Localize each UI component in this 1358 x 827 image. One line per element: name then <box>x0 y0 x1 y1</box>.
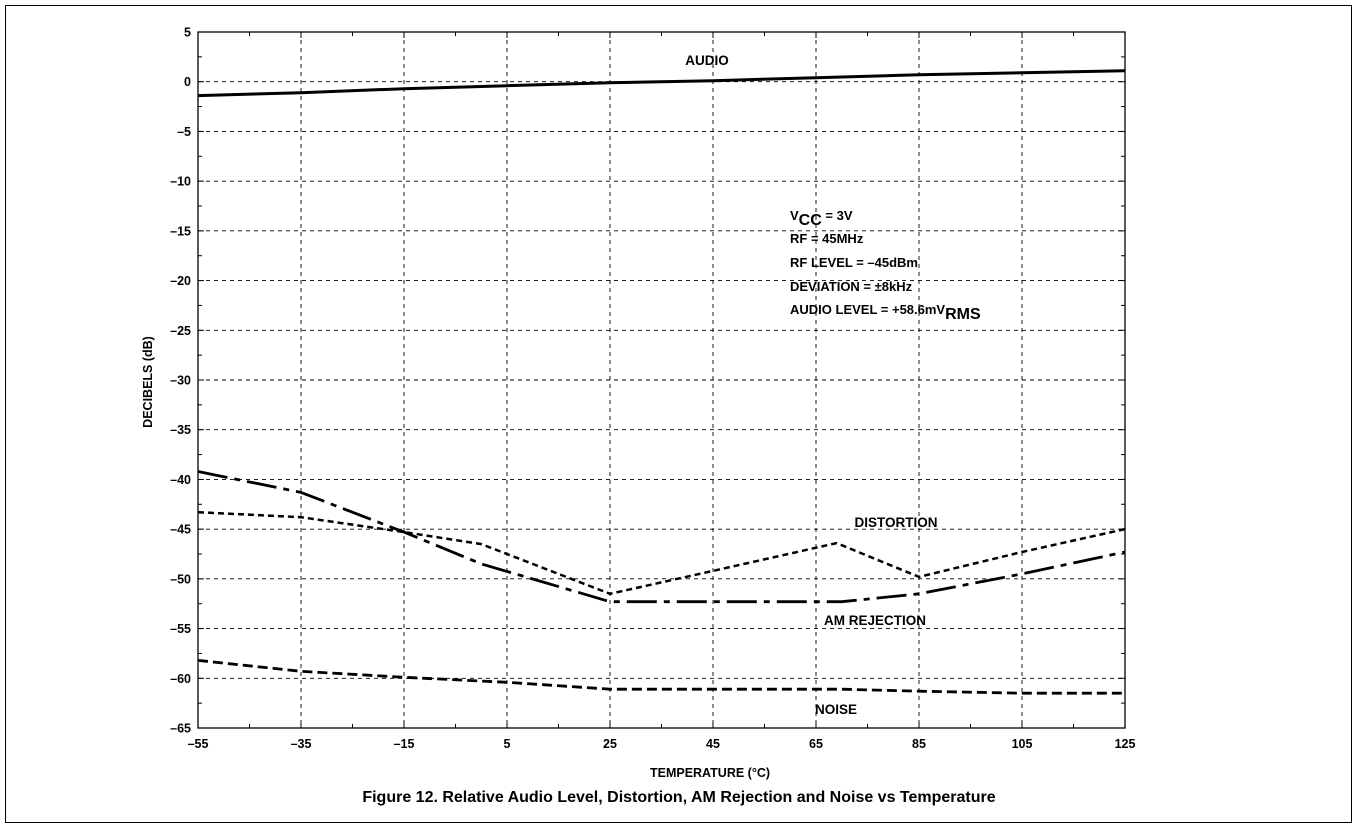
condition-audio-level: AUDIO LEVEL = +58.6mVRMS <box>790 302 981 323</box>
audio-level-value: AUDIO LEVEL = +58.6mV <box>790 302 945 317</box>
x-tick-label: 85 <box>912 737 926 751</box>
y-tick-label: –35 <box>170 423 191 437</box>
y-tick-label: –40 <box>170 473 191 487</box>
series-line-audio <box>197 69 1126 98</box>
grid <box>198 32 1125 728</box>
vcc-symbol: V <box>790 208 799 223</box>
vcc-value: = 3V <box>822 208 853 223</box>
x-axis-title: TEMPERATURE (°C) <box>650 766 770 780</box>
figure-frame <box>5 5 1352 823</box>
y-tick-label: –45 <box>170 523 191 537</box>
y-axis-title: DECIBELS (dB) <box>141 336 155 428</box>
y-tick-label: –10 <box>170 175 191 189</box>
x-tick-label: 125 <box>1115 737 1136 751</box>
y-tick-label: –25 <box>170 324 191 338</box>
series-line-distortion <box>197 510 1126 596</box>
condition-rf-level: RF LEVEL = –45dBm <box>790 255 918 270</box>
condition-rf: RF = 45MHz <box>790 231 864 246</box>
series-lines <box>197 69 1126 695</box>
audio-level-subscript: RMS <box>945 306 981 323</box>
y-tick-label: –65 <box>170 722 191 736</box>
y-tick-label: –30 <box>170 374 191 388</box>
condition-vcc: VCC = 3V <box>790 208 853 229</box>
x-tick-label: –55 <box>188 737 209 751</box>
y-tick-label: 0 <box>184 75 191 89</box>
y-tick-label: –55 <box>170 622 191 636</box>
series-label-am-rejection: AM REJECTION <box>824 613 926 628</box>
x-tick-label: –15 <box>394 737 415 751</box>
chart-svg: –55 –35 –15 5 25 45 65 85 105 125 5 0 –5 –10 –15 –20 –2… <box>141 26 1136 781</box>
x-tick-label: 65 <box>809 737 823 751</box>
x-tick-labels: –55 –35 –15 5 25 45 65 85 105 125 <box>188 737 1136 751</box>
y-tick-label: 5 <box>184 26 191 40</box>
series-line-am-rejection <box>197 470 1126 604</box>
x-tick-label: 5 <box>504 737 511 751</box>
y-tick-label: –20 <box>170 274 191 288</box>
series-line-noise <box>197 659 1125 695</box>
y-tick-label: –60 <box>170 672 191 686</box>
y-tick-label: –15 <box>170 224 191 238</box>
series-label-audio: AUDIO <box>685 53 729 68</box>
series-label-distortion: DISTORTION <box>854 515 937 530</box>
x-tick-label: 105 <box>1012 737 1033 751</box>
condition-deviation: DEVIATION = ±8kHz <box>790 279 913 294</box>
y-tick-labels: 5 0 –5 –10 –15 –20 –25 –30 –35 –40 –45 –50 –55 –60 –65 <box>170 26 191 736</box>
x-tick-label: –35 <box>291 737 312 751</box>
vcc-subscript: CC <box>799 212 823 229</box>
axis-ticks <box>197 31 1126 729</box>
test-conditions: VCC = 3V RF = 45MHz RF LEVEL = –45dBm DE… <box>790 208 981 323</box>
x-tick-label: 45 <box>706 737 720 751</box>
series-label-noise: NOISE <box>815 702 857 717</box>
figure-caption: Figure 12. Relative Audio Level, Distort… <box>362 789 996 806</box>
y-tick-label: –50 <box>170 572 191 586</box>
y-tick-label: –5 <box>177 125 191 139</box>
x-tick-label: 25 <box>603 737 617 751</box>
